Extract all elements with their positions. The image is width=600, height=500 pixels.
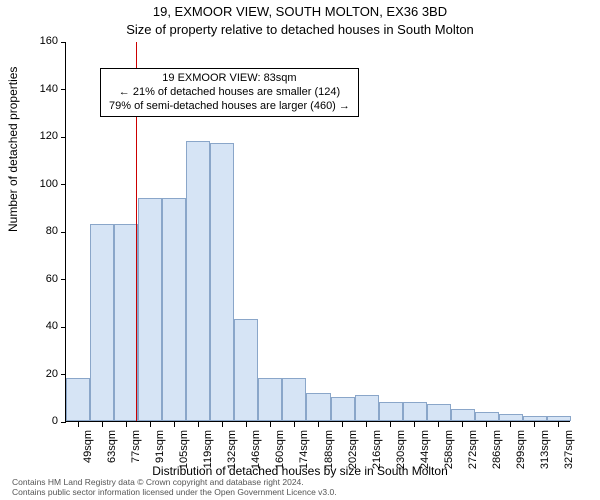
x-tick-mark [510,422,511,427]
y-tick-mark [61,232,66,233]
x-tick-mark [102,422,103,427]
x-tick-mark [390,422,391,427]
chart-container: 19, EXMOOR VIEW, SOUTH MOLTON, EX36 3BD … [0,0,600,500]
plot-area: 02040608010012014016049sqm63sqm77sqm91sq… [65,42,570,422]
y-tick-mark [61,422,66,423]
x-tick-mark [270,422,271,427]
y-tick-label: 100 [26,178,58,190]
x-tick-mark [366,422,367,427]
y-tick-label: 160 [26,35,58,47]
y-tick-mark [61,137,66,138]
footer-attribution: Contains HM Land Registry data © Crown c… [12,478,337,498]
y-axis-label: Number of detached properties [6,67,20,232]
x-tick-mark [78,422,79,427]
histogram-bar [162,198,186,421]
x-tick-mark [558,422,559,427]
histogram-bar [138,198,162,421]
x-tick-mark [318,422,319,427]
histogram-bar [258,378,282,421]
histogram-bar [379,402,403,421]
y-tick-mark [61,42,66,43]
x-tick-mark [150,422,151,427]
y-tick-label: 0 [26,415,58,427]
histogram-bar [499,414,523,421]
callout-line3: 79% of semi-detached houses are larger (… [109,100,350,114]
x-tick-mark [462,422,463,427]
x-tick-mark [414,422,415,427]
x-tick-mark [534,422,535,427]
histogram-bar [427,404,451,421]
callout-box: 19 EXMOOR VIEW: 83sqm← 21% of detached h… [100,68,359,117]
y-tick-mark [61,374,66,375]
histogram-bar [186,141,210,421]
y-tick-mark [61,279,66,280]
y-tick-mark [61,89,66,90]
histogram-bar [547,416,571,421]
x-tick-mark [222,422,223,427]
y-tick-mark [61,184,66,185]
callout-line2: ← 21% of detached houses are smaller (12… [109,86,350,100]
y-tick-label: 60 [26,273,58,285]
histogram-bar [66,378,90,421]
chart-subtitle: Size of property relative to detached ho… [0,22,600,37]
x-tick-mark [246,422,247,427]
x-tick-mark [198,422,199,427]
histogram-bar [475,412,499,422]
histogram-bar [234,319,258,421]
x-tick-mark [342,422,343,427]
histogram-bar [523,416,547,421]
histogram-bar [355,395,379,421]
x-axis-label: Distribution of detached houses by size … [0,464,600,478]
y-tick-label: 40 [26,320,58,332]
y-tick-label: 140 [26,83,58,95]
histogram-bar [451,409,475,421]
histogram-bar [90,224,114,421]
histogram-bar [331,397,355,421]
y-tick-label: 120 [26,130,58,142]
x-tick-mark [174,422,175,427]
y-tick-mark [61,327,66,328]
callout-line1: 19 EXMOOR VIEW: 83sqm [109,72,350,86]
histogram-bar [306,393,330,422]
histogram-bar [210,143,234,421]
x-tick-mark [486,422,487,427]
histogram-bar [282,378,306,421]
x-tick-mark [438,422,439,427]
y-tick-label: 80 [26,225,58,237]
histogram-bar [403,402,427,421]
footer-line2: Contains public sector information licen… [12,488,337,498]
y-tick-label: 20 [26,368,58,380]
histogram-bar [114,224,138,421]
chart-title-address: 19, EXMOOR VIEW, SOUTH MOLTON, EX36 3BD [0,4,600,19]
x-tick-mark [294,422,295,427]
x-tick-mark [126,422,127,427]
